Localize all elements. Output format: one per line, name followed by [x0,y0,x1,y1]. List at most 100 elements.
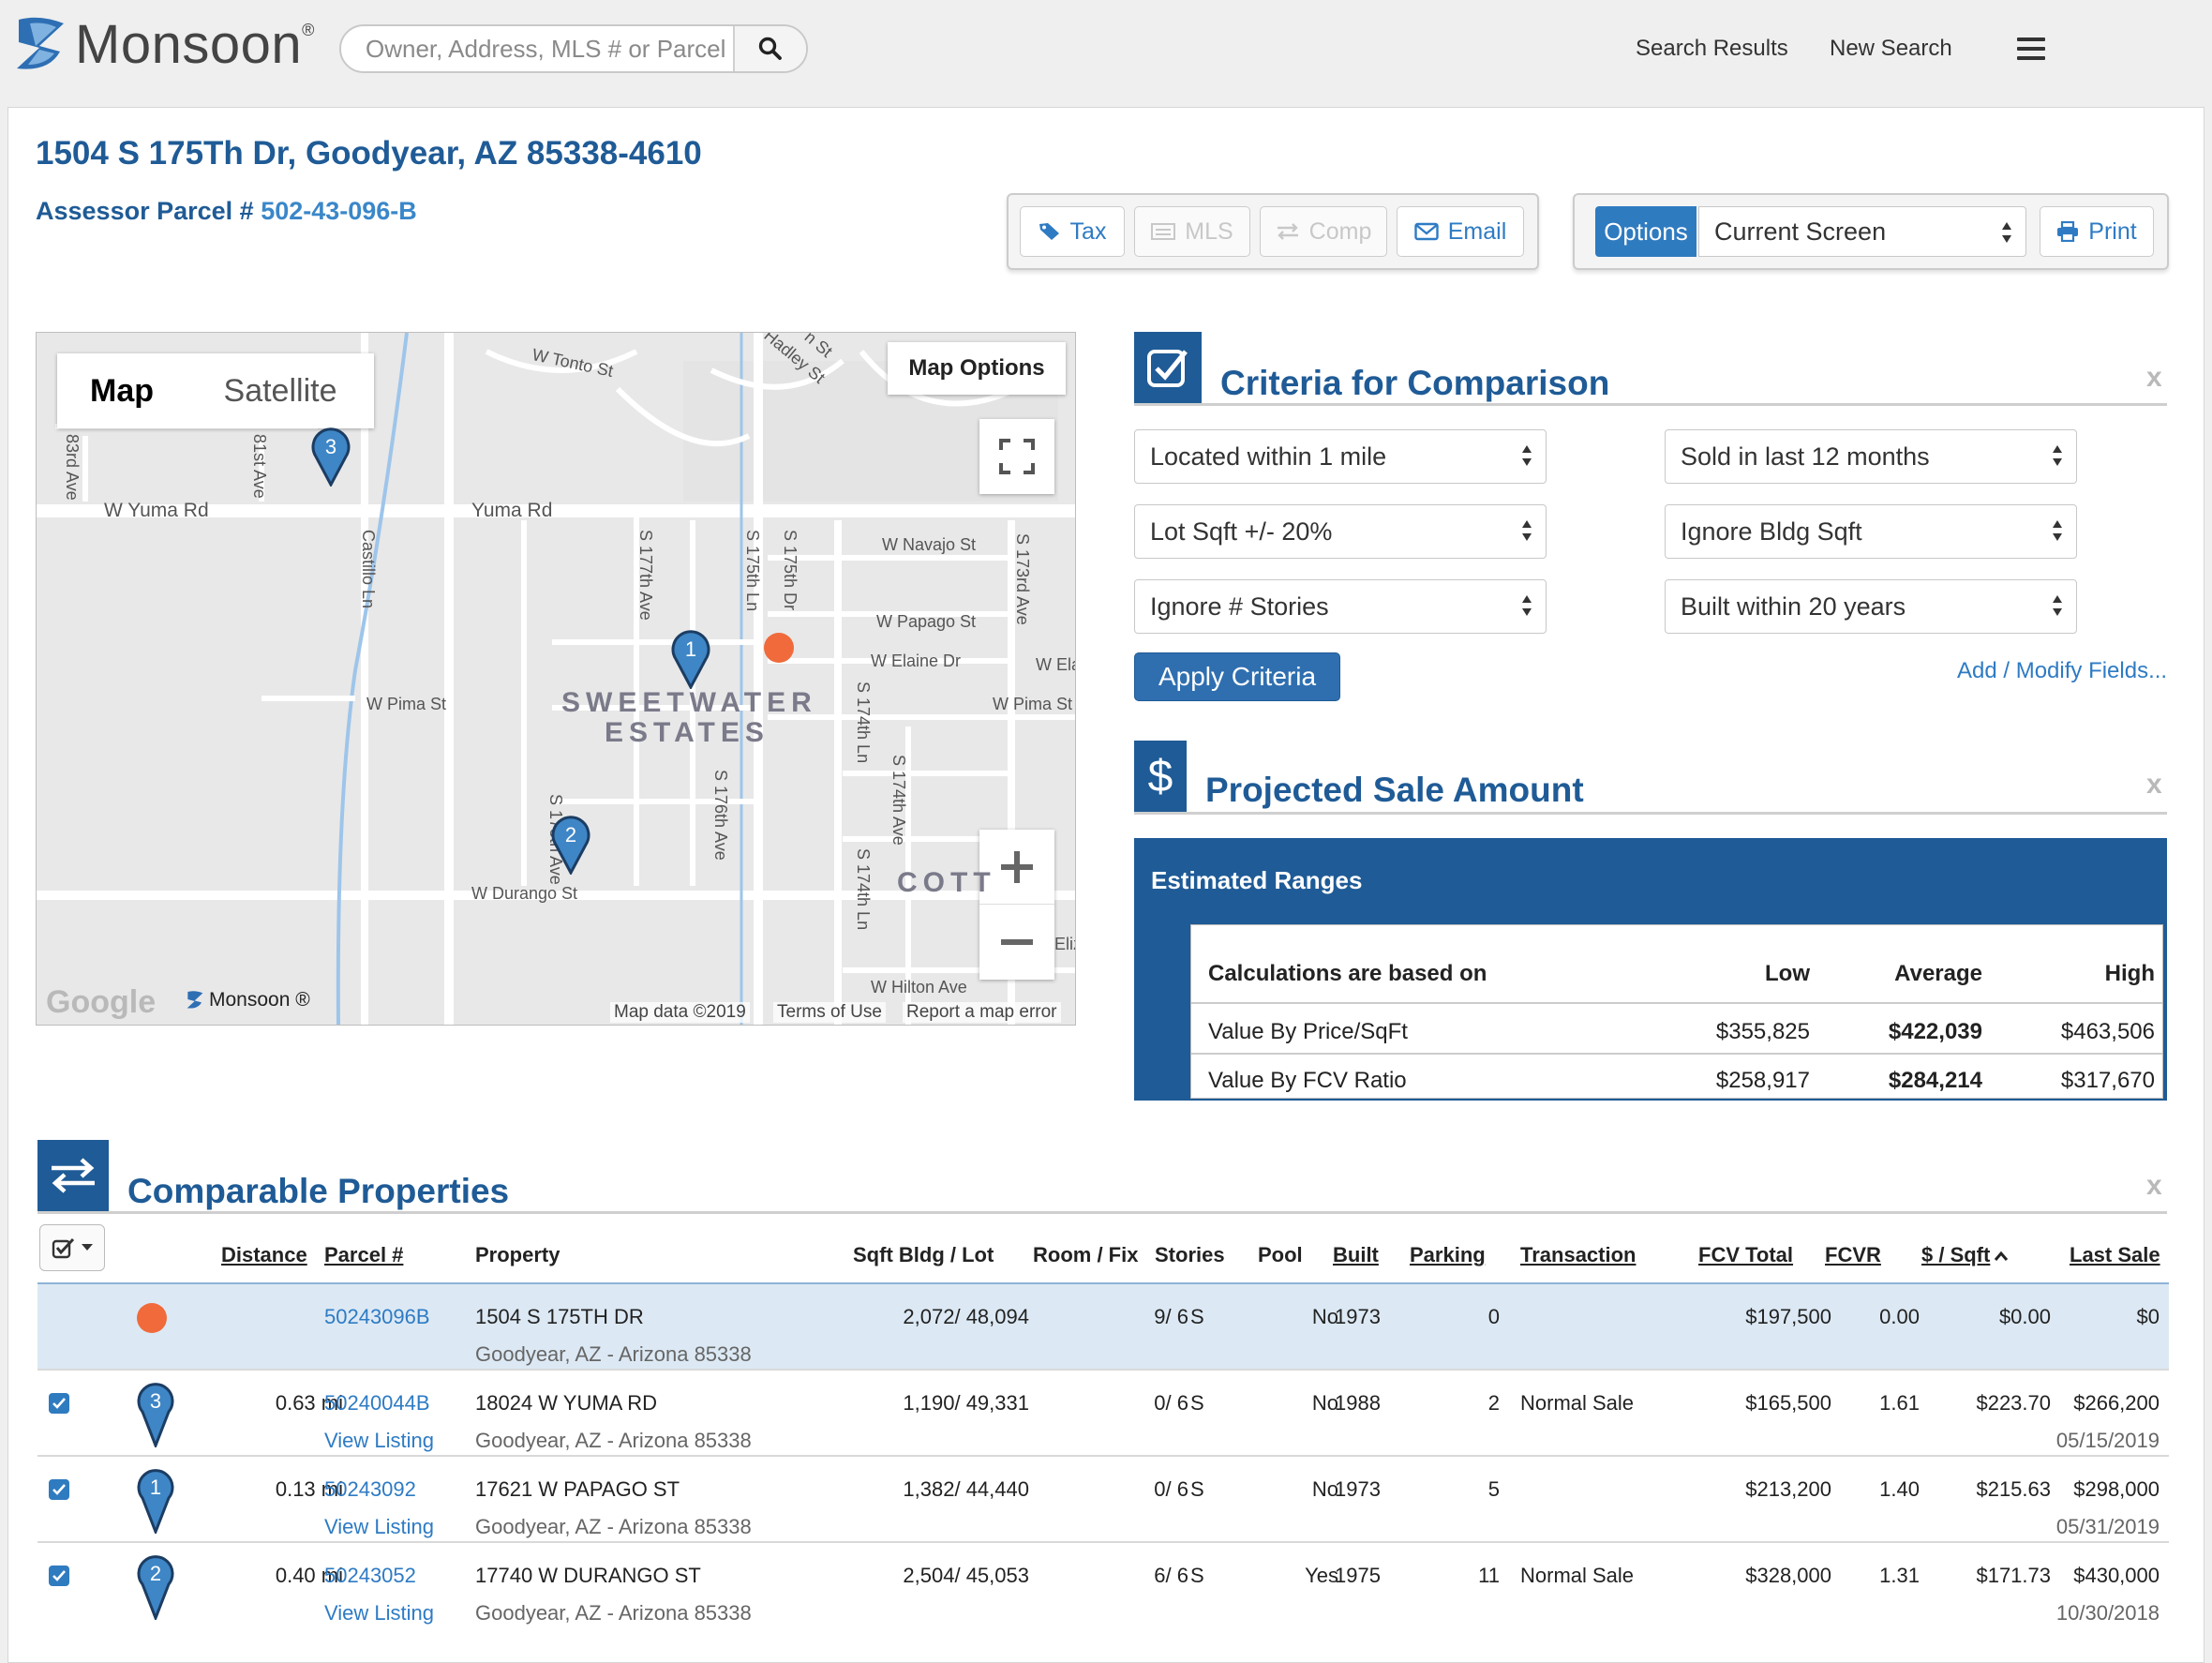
header-room-fix: Room / Fix [1033,1243,1139,1266]
header-transaction[interactable]: Transaction [1520,1243,1637,1266]
map-area-label: ESTATES [605,717,770,748]
monsoon-logo[interactable]: Monsoon® [11,13,315,76]
satellite-tab[interactable]: Satellite [223,372,337,409]
map-label: W Yuma Rd [104,500,209,521]
transaction-value: Normal Sale [1520,1564,1635,1587]
select-arrows-icon [1522,595,1532,616]
bldg-sqft-select[interactable]: Ignore Bldg Sqft [1665,504,2077,559]
sqft-value: 2,072/ 48,094 [903,1305,1029,1328]
map-tab[interactable]: Map [90,372,154,409]
envelope-icon [1414,222,1439,241]
fullscreen-button[interactable] [979,419,1054,494]
header-fcv-total[interactable]: FCV Total [1698,1243,1794,1266]
property-street: 1504 S 175TH DR [475,1305,644,1328]
pool-value: Yes [1305,1564,1338,1587]
nav-search-results[interactable]: Search Results [1636,36,1788,61]
property-city: Goodyear, AZ - Arizona 85338 [475,1342,752,1366]
header-parcel[interactable]: Parcel # [324,1243,404,1266]
search-input[interactable] [341,26,733,71]
marker-number: 2 [565,823,576,846]
report-map-error-link[interactable]: Report a map error [903,1002,1061,1023]
distance-select[interactable]: Located within 1 mile [1134,429,1547,484]
row-checkbox[interactable] [49,1479,69,1500]
menu-icon[interactable] [2017,37,2045,60]
header-distance[interactable]: Distance [221,1243,307,1266]
map-pin-icon[interactable]: 3 [310,425,351,487]
view-listing-link[interactable]: View Listing [324,1515,434,1538]
col-low: Low [1765,961,1810,986]
parcel-link[interactable]: 502-43-096-B [261,197,417,225]
sold-within-select[interactable]: Sold in last 12 months [1665,429,2077,484]
sqft-value: 1,190/ 49,331 [903,1391,1029,1415]
checkbox-icon [52,1237,75,1259]
header-dollar-sqft[interactable]: $ / Sqft [1921,1243,2009,1267]
caret-down-icon [82,1244,93,1251]
map-pin-icon[interactable]: 1 [670,627,711,689]
marker-number: 1 [685,637,696,661]
zoom-control [979,830,1054,980]
comparables-close-button[interactable]: x [2146,1170,2162,1201]
header-last-sale[interactable]: Last Sale [2070,1243,2160,1266]
options-button[interactable]: Options [1595,206,1696,257]
map-pin-icon[interactable]: 2 [550,813,591,875]
map-area-label: SWEETWATER [561,687,817,718]
check-icon [52,1484,66,1495]
nav-new-search[interactable]: New Search [1830,36,1952,61]
header-built[interactable]: Built [1333,1243,1379,1266]
stories-select[interactable]: Ignore # Stories [1134,579,1547,634]
map-options-button[interactable]: Map Options [888,342,1066,395]
comp-marker-icon: 3 [137,1383,174,1447]
bulk-select-dropdown[interactable] [39,1224,105,1271]
property-map[interactable]: Map Satellite Map Options W Tonto St W H… [36,332,1076,1026]
pool-value: No [1311,1305,1338,1328]
apply-criteria-button[interactable]: Apply Criteria [1134,652,1340,701]
map-label: S 174th Ln [854,682,873,764]
built-within-select[interactable]: Built within 20 years [1665,579,2077,634]
property-street: 17740 W DURANGO ST [475,1564,701,1587]
map-label: W Hilton Ave [871,978,967,996]
divider [1134,812,2167,815]
property-street: 18024 W YUMA RD [475,1391,658,1415]
terms-link[interactable]: Terms of Use [773,1002,886,1023]
comp-button[interactable]: Comp [1260,206,1387,257]
projected-close-button[interactable]: x [2146,769,2162,800]
monsoon-logo-icon [187,991,203,1009]
dollar-sqft-value: $223.70 [1976,1391,2051,1415]
check-icon [52,1570,66,1581]
header-fcvr[interactable]: FCVR [1825,1243,1881,1266]
page-title: 1504 S 175Th Dr, Goodyear, AZ 85338-4610 [36,135,702,172]
parcel-link[interactable]: 50243052 [324,1564,416,1587]
fcvr-value: 1.61 [1879,1391,1920,1415]
projected-section-icon: $ [1134,741,1187,812]
zoom-in-button[interactable] [979,830,1054,905]
search-button[interactable] [733,26,806,71]
view-listing-link[interactable]: View Listing [324,1601,434,1625]
header-parking[interactable]: Parking [1410,1243,1486,1266]
map-label: W Papago St [876,612,977,631]
last-sale-value: $298,000 [2073,1477,2160,1501]
table-row: 3 0.63 mi 50240044B View Listing 18024 W… [37,1371,2169,1457]
print-button[interactable]: Print [2040,206,2154,257]
row-checkbox[interactable] [49,1566,69,1586]
parcel-link[interactable]: 50240044B [324,1391,430,1415]
map-label: Yuma Rd [471,500,553,521]
zoom-out-button[interactable] [979,905,1054,980]
monsoon-logo-icon [17,17,64,69]
criteria-close-button[interactable]: x [2146,362,2162,393]
estimated-ranges-panel: Estimated Ranges Calculations are based … [1134,838,2167,1101]
row-checkbox[interactable] [49,1393,69,1414]
lot-sqft-select[interactable]: Lot Sqft +/- 20% [1134,504,1547,559]
tax-button[interactable]: Tax [1020,206,1125,257]
dollar-sqft-value: $171.73 [1976,1564,2051,1587]
parcel-link[interactable]: 50243096B [324,1305,430,1328]
exchange-icon [52,1158,95,1193]
subject-property-marker[interactable] [764,633,794,663]
screen-select[interactable]: Current Screen [1698,206,2026,257]
mls-button[interactable]: MLS [1134,206,1250,257]
parcel-link[interactable]: 50243092 [324,1477,416,1501]
view-listing-link[interactable]: View Listing [324,1429,434,1452]
built-value: 1988 [1335,1391,1381,1415]
add-modify-fields-link[interactable]: Add / Modify Fields... [1957,658,2168,683]
email-button[interactable]: Email [1397,206,1524,257]
map-label: W Navajo St [882,535,977,554]
